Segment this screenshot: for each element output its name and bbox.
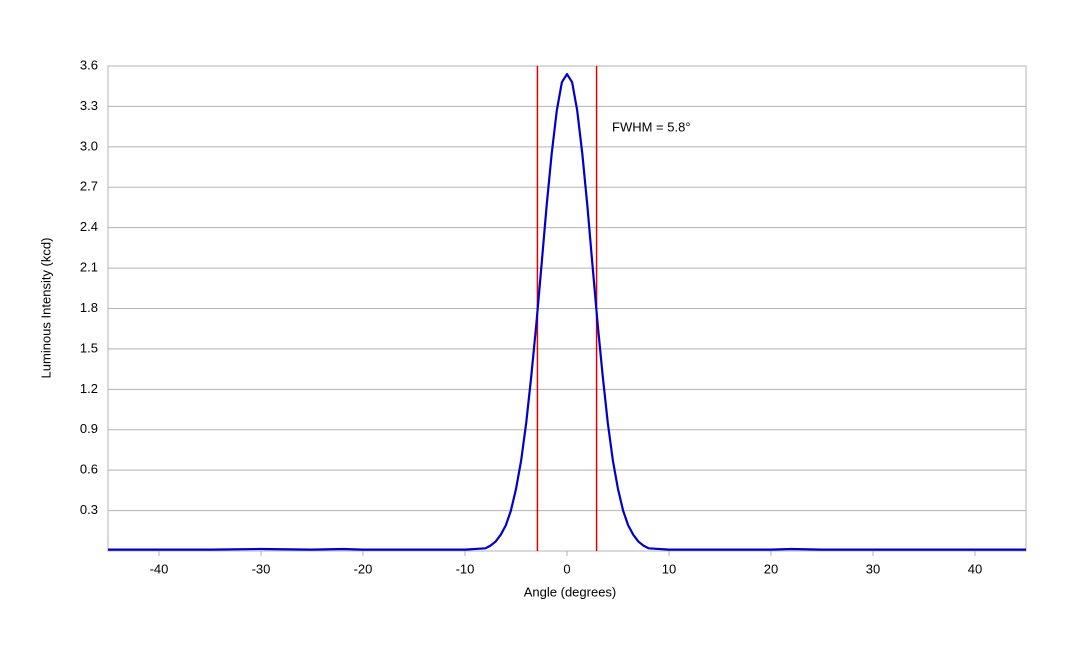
x-axis-label: Angle (degrees) — [524, 584, 617, 599]
x-tick-label: 30 — [866, 561, 880, 576]
data-line — [108, 72, 1026, 551]
x-tick-label: 20 — [764, 561, 778, 576]
x-tick-label: 0 — [563, 561, 570, 576]
x-tick-label: -30 — [252, 561, 271, 576]
plot-frame — [107, 65, 1027, 552]
y-tick-label: 1.8 — [80, 300, 98, 315]
y-tick-label: 2.4 — [80, 219, 98, 234]
y-tick-label: 3.3 — [80, 98, 98, 113]
y-tick-label: 3.6 — [80, 57, 98, 72]
y-tick-label: 2.1 — [80, 260, 98, 275]
x-tick-label: 10 — [662, 561, 676, 576]
y-tick-label: 0.9 — [80, 421, 98, 436]
x-tick-label: 40 — [968, 561, 982, 576]
x-tick-label: -40 — [150, 561, 169, 576]
y-tick-label: 1.5 — [80, 340, 98, 355]
y-tick-label: 2.7 — [80, 179, 98, 194]
annotation: FWHM = 5.8° — [612, 119, 691, 134]
y-tick-label: 0.3 — [80, 502, 98, 517]
y-tick-label: 3.0 — [80, 138, 98, 153]
y-tick-label: 1.2 — [80, 381, 98, 396]
y-tick-label: 0.6 — [80, 462, 98, 477]
x-tick-label: -10 — [456, 561, 475, 576]
y-axis-label: Luminous Intensity (kcd) — [38, 238, 53, 379]
x-tick-label: -20 — [354, 561, 373, 576]
